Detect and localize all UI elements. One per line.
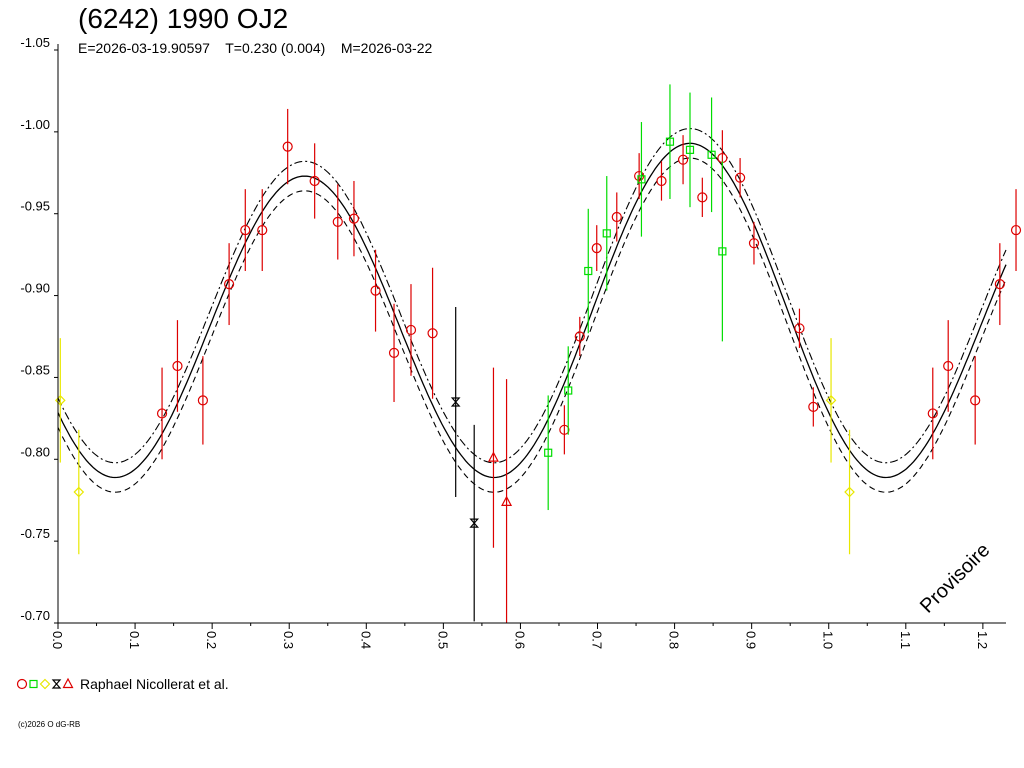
fit-curve-lower-bound <box>57 157 1007 493</box>
x-tick-label: 0.1 <box>127 631 142 649</box>
x-tick-label: 0.0 <box>50 631 65 649</box>
data-point-square <box>685 145 695 154</box>
data-point-square <box>718 247 727 256</box>
data-point-circle <box>427 328 438 339</box>
x-tick-label: 1.1 <box>898 631 913 649</box>
data-point-circle <box>574 331 585 342</box>
watermark: Provisoire <box>916 539 994 617</box>
data-point-circle <box>794 323 805 334</box>
data-point-circle <box>348 213 360 224</box>
data-point-square <box>544 448 553 457</box>
data-point-hourglass <box>450 397 461 407</box>
data-point-circle <box>332 216 343 227</box>
data-point-square <box>707 150 716 159</box>
x-tick-label: 0.5 <box>435 631 450 649</box>
x-tick-label: 0.9 <box>744 631 759 649</box>
y-tick-label: -0.80 <box>20 444 50 459</box>
y-tick-label: -1.05 <box>20 35 50 50</box>
data-point-circle <box>370 285 381 296</box>
fit-curve-upper-bound <box>57 128 1007 464</box>
y-tick-label: -0.75 <box>20 526 50 541</box>
data-point-circle <box>808 401 819 412</box>
data-point-diamond <box>844 486 855 498</box>
data-points <box>54 84 1022 623</box>
legend-symbol-triangle <box>62 677 74 689</box>
data-point-circle <box>224 279 235 290</box>
x-tick-label: 1.0 <box>821 631 836 649</box>
legend-symbol-square <box>29 679 38 689</box>
x-tick-label: 0.6 <box>512 631 527 649</box>
copyright-notice: (c)2026 O dG-RB <box>18 720 81 729</box>
data-point-circle <box>994 279 1005 290</box>
data-point-circle <box>257 224 268 236</box>
data-point-diamond <box>825 395 837 406</box>
x-tick-label: 0.2 <box>204 631 219 649</box>
data-point-square <box>602 229 611 238</box>
data-point-circle <box>388 347 400 358</box>
chart-title: (6242) 1990 OJ2 <box>78 3 289 34</box>
data-point-square <box>584 266 593 276</box>
data-point-circle <box>611 211 622 223</box>
data-point-circle <box>156 408 168 419</box>
data-point-circle <box>282 141 293 152</box>
data-point-circle <box>1010 224 1022 236</box>
x-tick-label: 0.3 <box>281 631 296 649</box>
data-point-circle <box>309 175 320 187</box>
data-point-triangle <box>501 495 513 506</box>
y-tick-label: -0.90 <box>20 281 50 296</box>
x-tick-label: 0.8 <box>667 631 682 649</box>
legend-text: Raphael Nicollerat et al. <box>80 676 229 692</box>
data-point-circle <box>656 175 667 187</box>
data-point-diamond <box>54 395 66 406</box>
x-tick-label: 0.4 <box>358 631 373 649</box>
data-point-circle <box>559 424 570 435</box>
chart-subtitle: E=2026-03-19.90597 T=0.230 (0.004) M=202… <box>78 40 433 56</box>
fit-curve <box>57 142 1007 479</box>
data-point-circle <box>943 360 954 372</box>
legend-symbol-circle <box>16 678 28 690</box>
data-point-circle <box>591 242 602 254</box>
data-point-square <box>637 175 646 184</box>
legend: Raphael Nicollerat et al. <box>16 675 229 693</box>
data-point-circle <box>240 224 251 236</box>
data-point-circle <box>748 238 760 249</box>
legend-symbol-hourglass <box>51 679 62 689</box>
data-point-circle <box>172 360 183 372</box>
legend-symbols <box>16 677 74 690</box>
y-tick-label: -0.95 <box>20 199 50 214</box>
y-tick-label: -1.00 <box>20 117 50 132</box>
axes: -1.05 -1.00 -0.95 -0.90 -0.85 -0.80 -0.75 -0.70… <box>20 35 1006 649</box>
y-tick-label: -0.85 <box>20 362 50 377</box>
data-point-circle <box>697 192 708 203</box>
data-point-circle <box>405 324 417 336</box>
data-point-circle <box>734 172 746 183</box>
data-point-circle <box>677 154 689 165</box>
data-point-triangle <box>487 451 499 462</box>
x-tick-label: 0.7 <box>590 631 605 649</box>
x-tick-label: 1.2 <box>975 631 990 649</box>
data-point-circle <box>970 395 981 406</box>
data-point-circle <box>927 408 938 419</box>
data-point-diamond <box>73 486 85 498</box>
legend-symbol-diamond <box>39 678 51 690</box>
data-point-circle <box>197 395 208 406</box>
fit-curves <box>57 128 1007 493</box>
data-point-square <box>665 137 675 146</box>
data-point-hourglass <box>469 518 480 528</box>
data-point-square <box>564 386 573 395</box>
y-tick-label: -0.70 <box>20 608 50 623</box>
